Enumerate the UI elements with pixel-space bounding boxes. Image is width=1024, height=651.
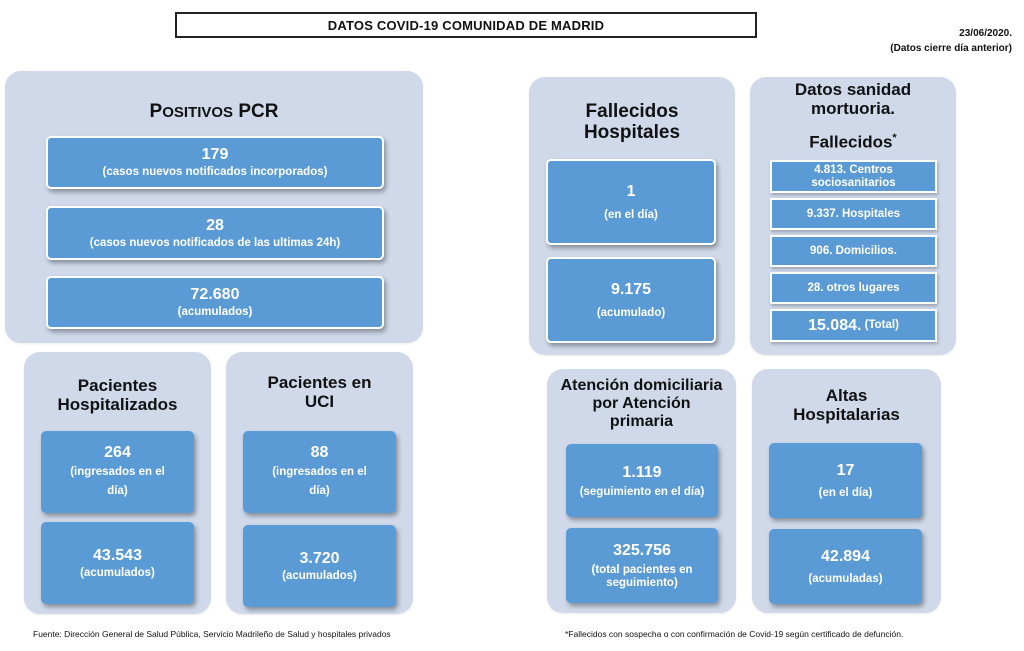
altas-acumuladas-tile: 42.894 (acumuladas) (769, 529, 922, 604)
mortuoria-domicilios: 906. Domicilios. (770, 235, 937, 267)
hospitalizados-acumulados-tile: 43.543 (acumulados) (41, 522, 194, 604)
fallecidos-acumulado-tile: 9.175 (acumulado) (546, 257, 716, 343)
positivos-pcr-panel: POSITIVOS PCR 179 (casos nuevos notifica… (5, 71, 423, 343)
tile-value: 1.119 (622, 463, 662, 481)
tile-label: (acumulados) (80, 566, 155, 579)
mortuoria-sociosanitarios: 4.813. Centros sociosanitarios (770, 160, 937, 193)
tile-value: 88 (310, 444, 329, 461)
altas-title: Altas Hospitalarias (793, 386, 900, 425)
asterisk-marker: * (892, 132, 897, 144)
hospitalizados-title: Pacientes Hospitalizados (57, 376, 178, 415)
fallecidos-hospitales-title: Fallecidos Hospitales (583, 101, 681, 144)
fallecidos-dia-tile: 1 (en el día) (546, 159, 716, 245)
pcr-nuevos-incorporados-tile: 179 (casos nuevos notificados incorporad… (46, 136, 384, 189)
tile-label: (en el día) (818, 486, 873, 499)
tile-label: (ingresados en el día) (70, 466, 165, 497)
mortuoria-otros-lugares: 28. otros lugares (770, 272, 937, 304)
tile-label: (ingresados en el día) (272, 466, 367, 497)
tile-label: (seguimiento en el día) (579, 485, 705, 498)
atencion-total-tile: 325.756 (total pacientes en seguimiento) (566, 528, 718, 603)
fallecidos-hospitales-panel: Fallecidos Hospitales 1 (en el día) 9.17… (529, 77, 735, 355)
tile-value: 264 (104, 444, 131, 461)
tile-value: 43.543 (93, 546, 142, 564)
report-date: 23/06/2020. (959, 28, 1012, 39)
pcr-acumulados-tile: 72.680 (acumulados) (46, 276, 384, 329)
source-note: Fuente: Dirección General de Salud Públi… (33, 629, 391, 639)
tile-value: 1 (626, 182, 636, 200)
positivos-pcr-title: POSITIVOS PCR (149, 101, 279, 122)
uci-title: Pacientes en UCI (267, 373, 372, 412)
sanidad-mortuoria-subtitle: Fallecidos* (809, 132, 897, 152)
page-title: DATOS COVID-19 COMUNIDAD DE MADRID (175, 12, 757, 38)
altas-dia-tile: 17 (en el día) (769, 443, 922, 518)
tile-label: (acumulados) (282, 569, 357, 582)
atencion-dia-tile: 1.119 (seguimiento en el día) (566, 444, 718, 517)
mortuoria-hospitales: 9.337. Hospitales (770, 198, 937, 230)
asterisk-footnote: *Fallecidos con sospecha o con confirmac… (565, 629, 904, 639)
uci-dia-tile: 88 (ingresados en el día) (243, 431, 396, 513)
tile-label: (acumulado) (596, 306, 666, 319)
tile-value: 3.720 (299, 549, 340, 567)
tile-value: 9.175 (610, 280, 652, 298)
pcr-nuevos-24h-tile: 28 (casos nuevos notificados de las ulti… (46, 206, 384, 260)
atencion-domiciliaria-title: Atención domiciliaria por Atención prima… (560, 377, 723, 430)
tile-label: (acumuladas) (808, 572, 883, 585)
report-date-note: (Datos cierre día anterior) (890, 43, 1012, 54)
uci-panel: Pacientes en UCI 88 (ingresados en el dí… (226, 352, 413, 614)
tile-label: (total pacientes en seguimiento) (591, 564, 693, 589)
total-label: (Total) (864, 319, 899, 331)
tile-label: (casos nuevos notificados incorporados) (102, 166, 328, 178)
tile-label: (acumulados) (177, 306, 253, 318)
report-date-block: 23/06/2020. (Datos cierre día anterior) (890, 26, 1012, 56)
tile-value: 28 (206, 216, 224, 234)
uci-acumulados-tile: 3.720 (acumulados) (243, 525, 396, 607)
atencion-domiciliaria-panel: Atención domiciliaria por Atención prima… (547, 369, 736, 613)
tile-value: 17 (836, 461, 855, 479)
total-value: 15.084. (808, 317, 862, 334)
hospitalizados-dia-tile: 264 (ingresados en el día) (41, 431, 194, 513)
tile-label: (casos nuevos notificados de las ultimas… (89, 236, 341, 249)
tile-value: 179 (201, 146, 229, 163)
sanidad-mortuoria-title: Datos sanidad mortuoria. (794, 80, 912, 119)
sanidad-mortuoria-panel: Datos sanidad mortuoria. Fallecidos* 4.8… (750, 77, 956, 355)
hospitalizados-panel: Pacientes Hospitalizados 264 (ingresados… (24, 352, 211, 614)
mortuoria-total: 15.084. (Total) (770, 309, 937, 342)
tile-value: 325.756 (613, 542, 671, 559)
tile-value: 42.894 (821, 547, 870, 565)
tile-label: (en el día) (604, 208, 658, 221)
tile-value: 72.680 (190, 286, 240, 303)
altas-panel: Altas Hospitalarias 17 (en el día) 42.89… (752, 369, 941, 613)
